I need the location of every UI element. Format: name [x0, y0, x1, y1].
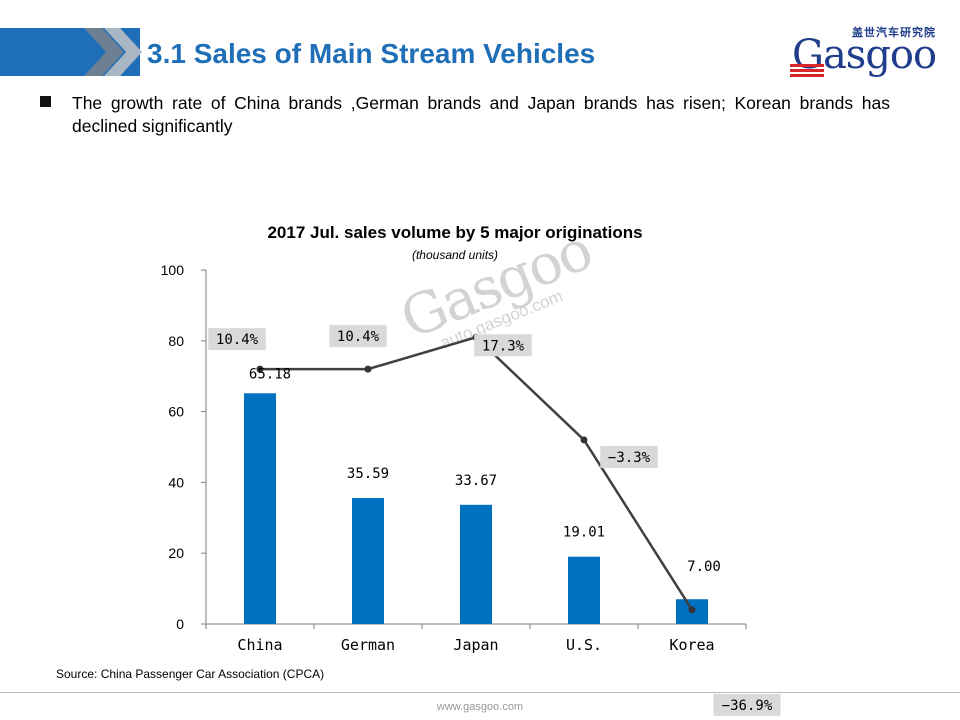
- growth-label-box: [713, 693, 781, 716]
- x-tick-label: Japan: [453, 636, 498, 654]
- growth-label-box: [600, 445, 658, 468]
- x-tick-label: U.S.: [566, 636, 602, 654]
- growth-point: [256, 365, 264, 373]
- growth-label: −36.9%: [722, 698, 773, 714]
- bar-value-label: 19.01: [563, 525, 605, 541]
- growth-label: 10.4%: [337, 329, 380, 345]
- growth-label: −3.3%: [608, 450, 651, 466]
- growth-label-box: [474, 334, 532, 357]
- growth-point: [580, 436, 588, 444]
- x-tick-label: German: [341, 636, 395, 654]
- y-tick-label: 80: [168, 333, 184, 349]
- y-tick-label: 0: [176, 616, 184, 632]
- growth-point: [688, 606, 696, 614]
- x-tick-label: Korea: [669, 636, 714, 654]
- source-note: Source: China Passenger Car Association …: [56, 667, 325, 681]
- bar-us: [568, 556, 600, 624]
- chart-title: 2017 Jul. sales volume by 5 major origin…: [267, 223, 642, 242]
- y-tick-label: 40: [168, 474, 184, 490]
- bar-japan: [460, 504, 492, 624]
- growth-label: 17.3%: [482, 338, 525, 354]
- header-chevron-icon: [84, 28, 142, 76]
- bar-value-label: 7.00: [687, 559, 721, 575]
- page-title: 3.1 Sales of Main Stream Vehicles: [147, 38, 596, 69]
- y-tick-label: 20: [168, 545, 184, 561]
- bullet-icon: [40, 96, 51, 107]
- gasgoo-logo: 盖世汽车研究院 Gasgoo: [790, 22, 950, 80]
- bullet-text: The growth rate of China brands ,German …: [72, 93, 890, 136]
- y-tick-label: 100: [161, 262, 185, 278]
- growth-label-box: [208, 328, 266, 351]
- footer-divider: [0, 692, 960, 693]
- footer-url: www.gasgoo.com: [436, 701, 524, 713]
- growth-point: [364, 365, 372, 373]
- x-tick-label: China: [237, 636, 282, 654]
- chart-subtitle: (thousand units): [412, 248, 498, 262]
- logo-chinese-text: 盖世汽车研究院: [852, 26, 936, 39]
- bar-value-label: 35.59: [347, 466, 389, 482]
- bar-china: [244, 393, 276, 624]
- growth-label-box: [329, 325, 387, 348]
- bar-value-label: 33.67: [455, 473, 497, 489]
- y-tick-label: 60: [168, 404, 184, 420]
- bar-value-label: 65.18: [249, 366, 291, 382]
- logo-stripes-icon: [790, 64, 824, 77]
- bar-german: [352, 498, 384, 624]
- growth-label: 10.4%: [216, 332, 259, 348]
